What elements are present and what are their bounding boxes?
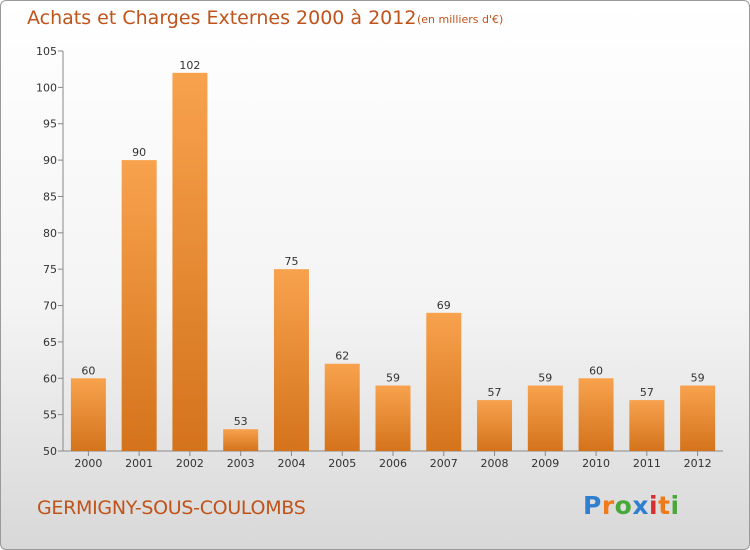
data-label-2011: 57 <box>640 386 654 399</box>
x-tick-label-2009: 2009 <box>531 457 559 470</box>
bar-2003 <box>223 429 259 451</box>
logo-letter: t <box>658 491 671 520</box>
data-label-2000: 60 <box>81 364 95 377</box>
bar-2010 <box>578 378 614 451</box>
chart-title: Achats et Charges Externes 2000 à 2012 <box>27 7 417 29</box>
x-tick-label-2007: 2007 <box>430 457 458 470</box>
x-tick-label-2005: 2005 <box>328 457 356 470</box>
data-label-2009: 59 <box>538 372 552 385</box>
x-tick-label-2004: 2004 <box>277 457 305 470</box>
logo-letter: i <box>670 491 680 520</box>
commune-name: GERMIGNY-SOUS-COULOMBS <box>37 497 306 519</box>
data-label-2005: 62 <box>335 350 349 363</box>
x-tick-label-2003: 2003 <box>227 457 255 470</box>
logo-letter: o <box>614 491 633 520</box>
y-tick-label: 100 <box>36 81 57 94</box>
bar-2012 <box>680 385 716 451</box>
bar-2002 <box>172 72 208 452</box>
y-tick-label: 80 <box>43 227 57 240</box>
logo-letter: x <box>632 491 649 520</box>
bar-2004 <box>273 269 309 451</box>
data-label-2012: 59 <box>691 372 705 385</box>
logo-letter: P <box>583 491 602 520</box>
x-tick-label-2012: 2012 <box>684 457 712 470</box>
bar-2008 <box>477 400 513 451</box>
chart-bars: 60 90 102 53 75 62 59 69 57 59 60 57 59 <box>70 59 716 452</box>
bar-2009 <box>527 385 563 451</box>
y-tick-label: 105 <box>36 45 57 58</box>
bar-2005 <box>324 363 360 451</box>
bar-2007 <box>426 312 462 451</box>
bar-2001 <box>121 160 157 451</box>
data-label-2010: 60 <box>589 364 603 377</box>
y-tick-label: 65 <box>43 336 57 349</box>
bar-2011 <box>629 400 665 451</box>
y-tick-label: 55 <box>43 409 57 422</box>
logo-letter: r <box>601 491 615 520</box>
chart-subtitle: (en milliers d'€) <box>417 13 504 26</box>
data-label-2004: 75 <box>284 255 298 268</box>
data-label-2008: 57 <box>488 386 502 399</box>
x-tick-label-2001: 2001 <box>125 457 153 470</box>
y-tick-label: 75 <box>43 263 57 276</box>
x-tick-label-2002: 2002 <box>176 457 204 470</box>
data-label-2003: 53 <box>234 415 248 428</box>
x-tick-label-2010: 2010 <box>582 457 610 470</box>
data-label-2006: 59 <box>386 372 400 385</box>
y-tick-label: 95 <box>43 118 57 131</box>
data-label-2001: 90 <box>132 146 146 159</box>
x-tick-label-2006: 2006 <box>379 457 407 470</box>
y-tick-label: 70 <box>43 300 57 313</box>
x-tick-label-2000: 2000 <box>74 457 102 470</box>
logo-letter: i <box>649 491 659 520</box>
y-tick-label: 90 <box>43 154 57 167</box>
y-tick-label: 85 <box>43 190 57 203</box>
y-tick-label: 50 <box>43 445 57 458</box>
bar-2006 <box>375 385 411 451</box>
data-label-2002: 102 <box>179 59 200 72</box>
x-tick-label-2008: 2008 <box>481 457 509 470</box>
x-tick-label-2011: 2011 <box>633 457 661 470</box>
data-label-2007: 69 <box>437 299 451 312</box>
y-tick-label: 60 <box>43 372 57 385</box>
bar-2000 <box>70 378 106 451</box>
proxiti-logo: Proxiti <box>583 491 680 520</box>
